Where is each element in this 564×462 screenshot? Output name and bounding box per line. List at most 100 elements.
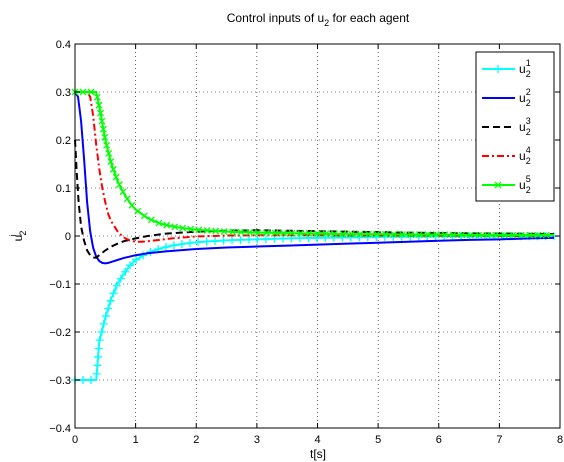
x-tick-label: 5 xyxy=(375,434,381,446)
plus-marker xyxy=(97,328,106,336)
series-3 xyxy=(74,139,554,259)
legend-item-5: u25 xyxy=(482,174,531,195)
plus-marker xyxy=(161,243,170,252)
plus-marker xyxy=(94,352,103,361)
x-marker xyxy=(147,216,155,224)
x-marker xyxy=(449,231,457,239)
x-marker xyxy=(475,231,483,239)
series-5 xyxy=(71,88,554,239)
x-tick-label: 4 xyxy=(314,434,320,446)
x-marker xyxy=(187,225,195,233)
x-marker xyxy=(99,125,107,133)
plus-marker xyxy=(139,251,148,260)
x-marker xyxy=(79,88,87,96)
plus-marker xyxy=(132,255,141,264)
plus-marker xyxy=(169,241,178,250)
x-marker xyxy=(466,231,474,239)
x-marker xyxy=(212,227,220,235)
y-tick-label: −0.1 xyxy=(49,279,71,291)
x-marker xyxy=(407,231,415,239)
x-marker xyxy=(155,219,163,227)
x-marker xyxy=(203,226,211,234)
x-marker xyxy=(483,231,491,239)
plus-marker xyxy=(194,238,203,247)
plus-marker xyxy=(116,274,125,283)
x-marker xyxy=(331,230,338,238)
x-marker xyxy=(494,181,502,189)
x-marker xyxy=(424,231,432,239)
x-marker xyxy=(179,224,187,232)
plus-marker xyxy=(312,233,321,242)
plus-marker xyxy=(219,236,228,245)
x-marker xyxy=(140,212,148,220)
x-marker xyxy=(254,229,262,237)
x-tick-label: 3 xyxy=(254,434,260,446)
x-marker xyxy=(115,181,123,189)
x-marker xyxy=(220,228,228,235)
x-marker xyxy=(339,230,347,238)
legend-item-3: u23 xyxy=(482,116,531,137)
x-marker xyxy=(105,149,113,157)
plus-marker xyxy=(112,281,121,290)
x-marker xyxy=(398,231,406,238)
y-tick-label: 0.2 xyxy=(56,135,71,147)
y-tick-label: 0.1 xyxy=(56,183,71,195)
plus-marker xyxy=(87,376,96,384)
plus-marker xyxy=(99,319,108,328)
plus-marker xyxy=(253,235,262,244)
legend-label: u21 xyxy=(519,58,531,79)
x-tick-label: 2 xyxy=(193,434,199,446)
x-marker xyxy=(97,109,104,117)
x-marker xyxy=(134,207,142,215)
plus-marker xyxy=(92,369,101,378)
y-tick-label: −0.2 xyxy=(49,327,71,339)
x-marker xyxy=(103,141,111,149)
legend-label: u24 xyxy=(519,145,531,166)
plus-marker xyxy=(101,312,110,321)
x-tick-label: 8 xyxy=(557,434,563,446)
plus-marker xyxy=(79,376,88,384)
x-marker xyxy=(107,158,115,166)
x-marker xyxy=(123,195,131,203)
plus-marker xyxy=(94,344,103,353)
x-marker xyxy=(87,88,95,96)
x-tick-label: 7 xyxy=(496,434,502,446)
x-marker xyxy=(119,188,127,196)
x-marker xyxy=(128,201,136,209)
x-marker xyxy=(492,231,500,239)
plus-marker xyxy=(185,238,194,247)
x-marker xyxy=(347,230,355,238)
x-marker xyxy=(305,230,313,237)
legend-item-4: u24 xyxy=(482,145,531,166)
plus-marker xyxy=(104,304,113,313)
x-marker xyxy=(526,231,534,239)
y-tick-label: 0 xyxy=(65,231,71,243)
x-marker xyxy=(237,228,245,236)
plus-marker xyxy=(228,236,237,245)
plus-marker xyxy=(95,336,104,345)
x-marker xyxy=(415,231,423,239)
plus-marker xyxy=(244,235,253,244)
series-4-line xyxy=(75,91,554,243)
x-axis-label: t[s] xyxy=(310,447,326,461)
x-marker xyxy=(288,229,296,237)
x-marker xyxy=(263,229,271,237)
x-marker xyxy=(171,223,179,231)
x-marker xyxy=(101,133,109,141)
legend-item-2: u22 xyxy=(482,87,531,108)
x-marker xyxy=(458,231,466,239)
x-marker xyxy=(509,231,517,239)
series-4 xyxy=(75,91,554,243)
legend-label: u22 xyxy=(519,87,531,108)
x-marker xyxy=(93,93,101,101)
x-marker xyxy=(229,228,237,236)
x-tick-label: 0 xyxy=(72,434,78,446)
legend-label: u23 xyxy=(519,116,531,137)
x-marker xyxy=(246,228,254,236)
y-tick-label: −0.4 xyxy=(49,423,71,435)
series-2 xyxy=(74,91,554,265)
x-marker xyxy=(381,230,389,238)
plus-marker xyxy=(121,267,130,276)
plus-marker xyxy=(295,234,304,243)
x-marker xyxy=(195,226,203,234)
